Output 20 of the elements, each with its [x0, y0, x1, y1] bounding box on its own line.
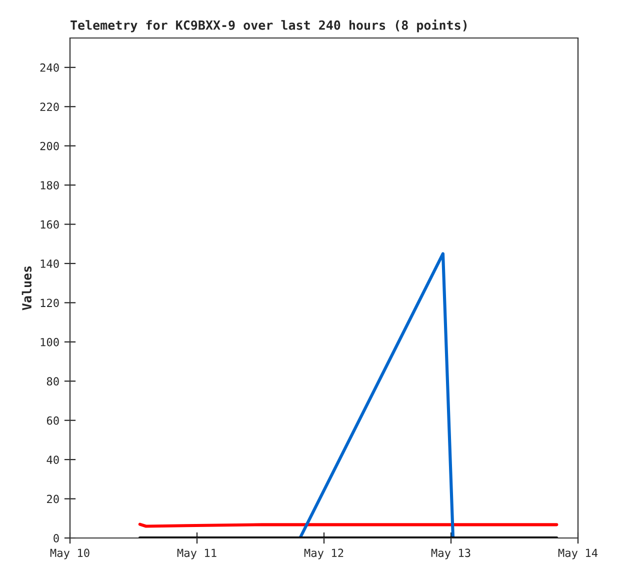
- y-tick-label: 180: [40, 181, 59, 190]
- x-tick-label: May 14: [558, 548, 598, 560]
- x-tick-label: May 11: [177, 548, 216, 560]
- chart-title: Telemetry for KC9BXX-9 over last 240 hours (8 points): [70, 20, 467, 32]
- y-tick-label: 120: [40, 298, 59, 308]
- y-tick-label: 20: [47, 494, 59, 504]
- y-tick-label: 100: [40, 338, 59, 346]
- x-tick-label: May 13: [431, 548, 470, 560]
- y-tick-label: 140: [40, 259, 59, 268]
- y-tick-label: 200: [40, 142, 59, 150]
- y-tick-label: 220: [40, 102, 59, 112]
- y-tick-label: 80: [46, 377, 59, 386]
- x-tick-label: May 10: [50, 548, 90, 560]
- y-tick-label: 40: [46, 456, 59, 464]
- y-axis-title: Values: [22, 266, 32, 310]
- y-tick-label: 60: [46, 416, 59, 425]
- x-tick-label: May 12: [304, 548, 344, 560]
- y-tick-label: 240: [40, 63, 59, 72]
- y-tick-label: 0: [54, 534, 59, 542]
- y-tick-label: 160: [40, 220, 59, 229]
